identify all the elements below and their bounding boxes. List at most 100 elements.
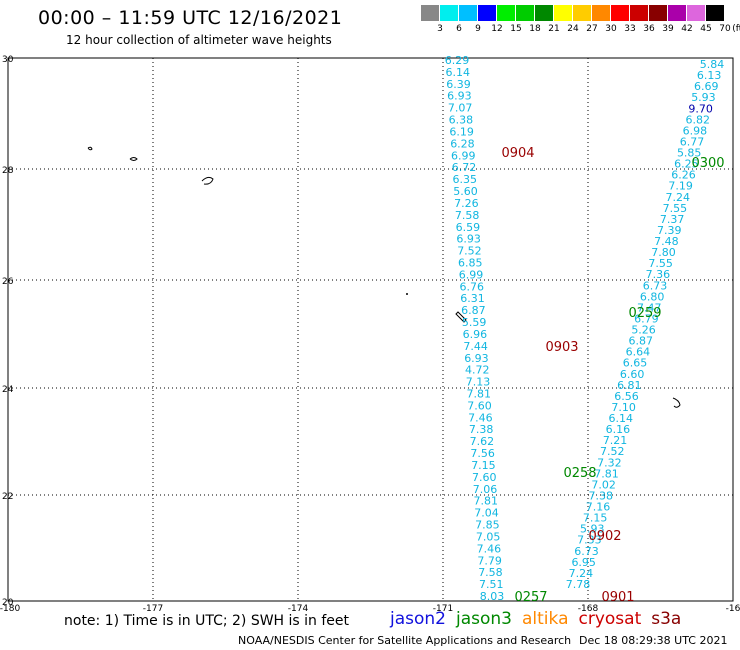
east-track-value: 6.14 (609, 412, 634, 425)
lon-tick-label: -171 (433, 604, 453, 614)
west-track-value: 6.72 (452, 161, 477, 174)
lat-tick-label: 30 (2, 55, 14, 65)
lat-tick-label: 24 (2, 385, 14, 395)
island-outline (406, 293, 408, 295)
east-track-value: 7.36 (646, 268, 671, 281)
west-track-value: 7.60 (467, 399, 492, 412)
lon-tick-label: -180 (0, 604, 20, 614)
west-track-value: 6.87 (461, 304, 486, 317)
pass-time-label: 0257 (514, 590, 547, 605)
satellite-key-jason2: jason2 (390, 609, 446, 629)
east-track-value: 7.33 (577, 534, 602, 547)
east-track-value: 6.79 (634, 312, 659, 325)
west-track-value: 6.93 (447, 90, 472, 103)
west-track-value: 7.56 (470, 447, 495, 460)
west-track-value: 7.51 (479, 578, 504, 591)
east-track-value: 7.19 (668, 180, 693, 193)
west-track-value: 6.39 (446, 78, 471, 91)
legend-unit: (ft) (732, 24, 740, 34)
east-track-value: 7.55 (648, 257, 673, 270)
east-track-value: 6.82 (685, 113, 710, 126)
east-track-value: 7.32 (597, 456, 622, 469)
west-track-value: 6.29 (445, 54, 470, 67)
east-track-value: 7.37 (660, 213, 685, 226)
east-track-value: 7.24 (569, 567, 594, 580)
west-track-value: 6.31 (460, 292, 485, 305)
lat-tick-label: 28 (2, 166, 14, 176)
east-track-value: 7.15 (583, 512, 608, 525)
legend-label: 21 (548, 24, 560, 34)
island-outlines (87, 146, 681, 408)
east-track-value: 9.70 (688, 102, 713, 115)
axis-tick-labels: -180 -177 -174 -171 -168 -16 30 28 26 24 22 20 (0, 55, 740, 614)
west-track-value: 7.52 (457, 245, 482, 258)
legend-swatch (478, 5, 496, 21)
east-track-value: 7.16 (586, 501, 611, 514)
west-track-value: 6.35 (453, 173, 478, 186)
east-track-value: 6.26 (671, 169, 696, 182)
east-track-value: 6.73 (643, 279, 668, 292)
west-track-value: 7.44 (463, 340, 488, 353)
east-track-value: 6.65 (623, 357, 648, 370)
east-track-value: 7.38 (589, 489, 614, 502)
west-track-value: 7.85 (475, 519, 500, 532)
west-track-value: 6.99 (459, 268, 484, 281)
east-track-value: 5.84 (700, 58, 725, 71)
legend-swatch (421, 5, 439, 21)
legend-swatch (592, 5, 610, 21)
pass-time-label: 0258 (563, 466, 596, 481)
west-track-value: 6.19 (449, 125, 474, 138)
west-track-value: 7.38 (469, 423, 494, 436)
east-track-value: 6.87 (628, 335, 653, 348)
legend-swatch (459, 5, 477, 21)
west-track-value: 6.85 (458, 256, 483, 269)
west-track-value: 6.96 (463, 328, 488, 341)
legend-label: 3 (437, 24, 443, 34)
legend-label: 70 (719, 24, 731, 34)
lat-lon-grid (8, 58, 733, 601)
east-track-value: 6.16 (606, 423, 631, 436)
legend-label: 9 (475, 24, 481, 34)
west-track-value: 6.28 (450, 137, 475, 150)
east-track-value: 7.10 (611, 401, 636, 414)
east-track-value: 6.60 (620, 368, 645, 381)
pass-time-label: 0902 (588, 529, 621, 544)
west-track-value: 6.93 (456, 233, 481, 246)
legend-swatch (706, 5, 724, 21)
west-track-value: 5.60 (453, 185, 478, 198)
lat-tick-label: 22 (2, 492, 13, 502)
lon-tick-label: -16 (726, 604, 740, 614)
east-track-value: 6.13 (697, 69, 722, 82)
legend-swatch (554, 5, 572, 21)
east-track-value: 5.93 (691, 91, 716, 104)
map-title: 00:00 – 11:59 UTC 12/16/2021 (38, 7, 343, 29)
west-track-value: 4.72 (465, 364, 490, 377)
legend-label: 27 (586, 24, 598, 34)
east-track-value: 7.55 (663, 202, 688, 215)
legend-swatch (440, 5, 458, 21)
east-track-value: 6.95 (571, 556, 596, 569)
credit-text: NOAA/NESDIS Center for Satellite Applica… (238, 634, 572, 647)
satellite-key: jason2 jason3 altika cryosat s3a (390, 609, 691, 629)
east-track-value: 6.25 (674, 158, 699, 171)
pass-time-labels: 0904 0300 0259 0903 0258 0902 0257 0901 (501, 146, 724, 605)
legend-swatch (535, 5, 553, 21)
altimeter-track-west: 6.296.146.396.937.076.386.196.286.996.72… (445, 54, 505, 603)
pass-time-label: 0901 (601, 590, 634, 605)
legend-swatch (573, 5, 591, 21)
island-outline (201, 176, 214, 185)
west-track-value: 7.79 (477, 554, 502, 567)
legend-swatch (611, 5, 629, 21)
footnote: note: 1) Time is in UTC; 2) SWH is in fe… (64, 613, 350, 629)
lat-tick-label: 26 (2, 277, 14, 287)
legend-label: 42 (681, 24, 693, 34)
legend-swatch (516, 5, 534, 21)
east-track-value: 6.81 (617, 379, 642, 392)
legend-label: 45 (700, 24, 712, 34)
satellite-key-jason3: jason3 (456, 609, 512, 629)
lon-tick-label: -168 (578, 604, 599, 614)
pass-time-label: 0300 (691, 156, 724, 171)
east-track-value: 6.69 (694, 80, 719, 93)
east-track-value: 7.48 (654, 235, 679, 248)
